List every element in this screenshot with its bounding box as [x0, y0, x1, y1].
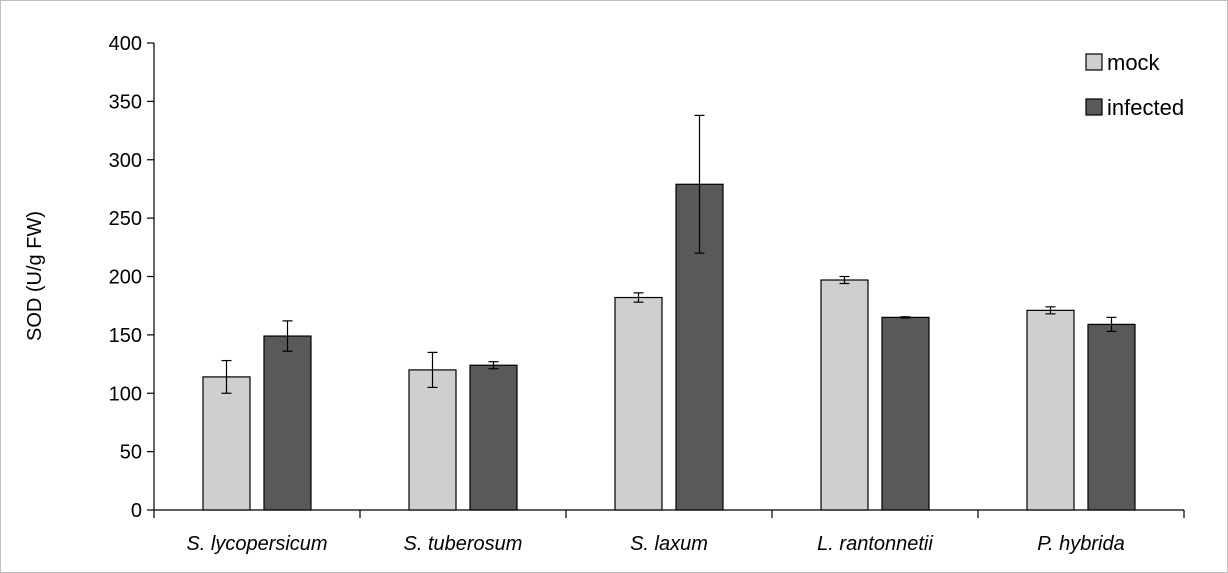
x-category-label: S. tuberosum — [404, 533, 523, 555]
y-tick-label: 200 — [109, 267, 142, 289]
y-tick-label: 300 — [109, 150, 142, 172]
y-tick-label: 400 — [109, 33, 142, 55]
axes: 0 50 100 150 200 250 300 350 400 S. lycopersicum S… — [109, 33, 1185, 555]
bar-infected — [1087, 323, 1136, 511]
legend-swatch-mock — [1085, 53, 1103, 71]
y-axis-title: SOD (U/g FW) — [24, 211, 46, 341]
bars — [202, 183, 1136, 511]
y-tick-label: 250 — [109, 208, 142, 230]
bar-infected — [263, 335, 312, 511]
legend-swatch-infected — [1085, 98, 1103, 116]
x-category-label: L. rantonnetii — [817, 533, 933, 555]
bar-infected — [881, 316, 930, 511]
error-bars — [221, 114, 1117, 394]
y-tick-label: 150 — [109, 325, 142, 347]
y-tick-label: 100 — [109, 383, 142, 405]
bar-mock — [408, 369, 457, 511]
x-category-label: S. lycopersicum — [186, 533, 327, 555]
bar-infected — [469, 364, 518, 511]
bar-mock — [820, 279, 869, 511]
x-category-label: S. laxum — [630, 533, 708, 555]
bar-mock — [202, 376, 251, 511]
bar-mock — [614, 296, 663, 511]
y-tick-label: 50 — [120, 442, 142, 464]
y-tick-label: 350 — [109, 91, 142, 113]
bar-mock — [1026, 309, 1075, 511]
y-tick-label: 0 — [131, 500, 142, 522]
legend-label-mock: mock — [1107, 50, 1161, 75]
x-category-label: P. hybrida — [1037, 533, 1124, 555]
legend: mock infected — [1085, 50, 1184, 120]
legend-label-infected: infected — [1107, 95, 1184, 120]
